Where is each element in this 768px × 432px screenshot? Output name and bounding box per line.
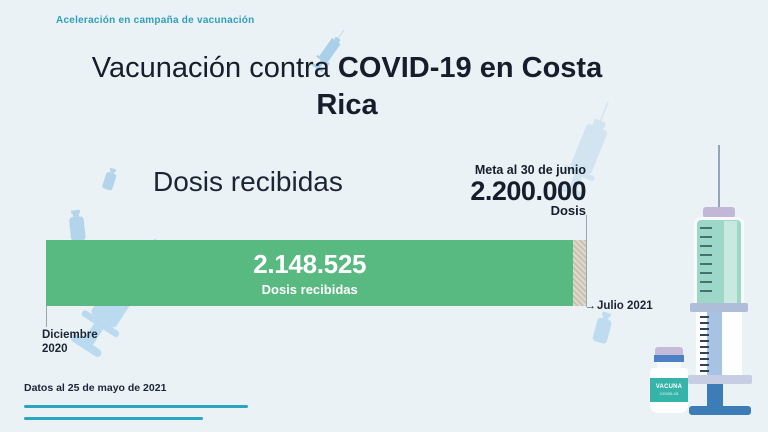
vial-label-text: VACUNA	[655, 384, 683, 390]
vial-decoration-icon	[99, 166, 121, 192]
vial-sublabel-text: COVID-19	[659, 391, 679, 396]
bar-value-label: Dosis recibidas	[261, 282, 358, 297]
syringe-barrel-highlight	[724, 221, 737, 303]
goal-annotation: Meta al 30 de junio 2.200.000 Dosis	[380, 163, 586, 218]
vial-cap-band	[654, 355, 684, 362]
bar-fill: 2.148.525 Dosis recibidas	[46, 240, 574, 306]
vaccine-vial-illustration: VACUNA COVID-19	[649, 347, 689, 413]
syringe-needle	[718, 145, 720, 208]
goal-value: 2.200.000	[470, 176, 586, 206]
accent-line-2	[24, 417, 203, 420]
syringe-scale-ticks-bottom	[700, 316, 709, 372]
progress-bar: 2.148.525 Dosis recibidas	[46, 240, 586, 306]
vial-cap	[655, 347, 683, 355]
syringe-plunger-rod-inner	[707, 312, 722, 375]
accent-line-1	[24, 405, 248, 408]
syringe-flange	[688, 375, 752, 384]
arrow-right-icon: →	[585, 300, 596, 312]
title-regular-part: Vacunación contra	[91, 52, 330, 84]
start-guide-line	[46, 306, 47, 327]
vial-decoration-icon	[64, 209, 89, 242]
axis-start-label: Diciembre 2020	[42, 329, 98, 356]
page-title: Vacunación contra COVID-19 en Costa Rica	[64, 50, 630, 124]
goal-guide-line	[586, 215, 587, 307]
start-label-line1: Diciembre	[42, 329, 98, 341]
axis-end-label: → Julio 2021	[585, 300, 653, 312]
title-bold-part: COVID-19 en Costa Rica	[316, 52, 603, 121]
syringe-scale-ticks-top	[700, 227, 712, 299]
chart-heading: Dosis recibidas	[153, 166, 343, 197]
syringe-illustration	[688, 143, 754, 417]
syringe-plunger-seal	[690, 303, 748, 312]
vial-label: VACUNA COVID-19	[650, 378, 688, 402]
vial-decoration-icon	[588, 310, 617, 346]
goal-unit: Dosis	[550, 203, 586, 218]
goal-title: Meta al 30 de junio	[474, 163, 586, 177]
end-label-text: Julio 2021	[597, 300, 653, 312]
data-source-note: Datos al 25 de mayo de 2021	[24, 382, 167, 394]
bar-value: 2.148.525	[253, 249, 367, 279]
vial-neck	[657, 362, 681, 369]
syringe-plunger-handle	[689, 406, 751, 415]
syringe-hub	[703, 207, 735, 218]
start-label-line2: 2020	[42, 342, 68, 355]
syringe-plunger-rod	[707, 384, 723, 410]
kicker-label: Aceleración en campaña de vacunación	[56, 15, 255, 26]
